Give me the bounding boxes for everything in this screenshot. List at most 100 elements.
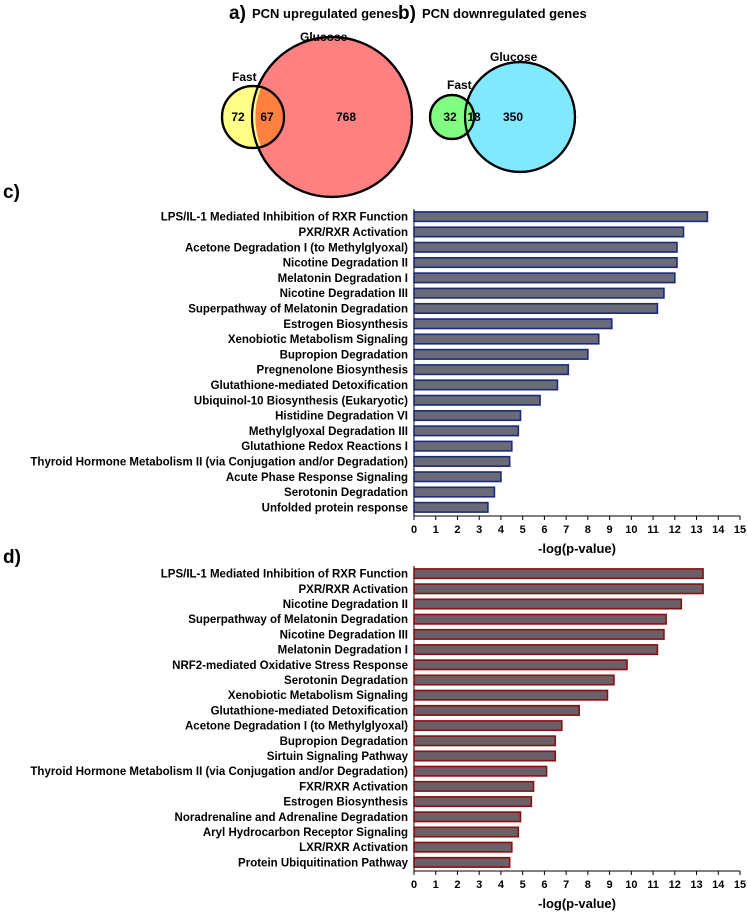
category-label: Xenobiotic Metabolism Signaling — [228, 690, 408, 702]
category-label: NRF2-mediated Oxidative Stress Response — [172, 660, 408, 672]
category-label: Melatonin Degradation I — [278, 645, 408, 657]
x-tick-label: 0 — [411, 524, 417, 536]
panel-b-title: PCN downregulated genes — [422, 6, 587, 21]
bar — [413, 644, 659, 656]
bar — [413, 826, 520, 838]
bar — [413, 379, 559, 391]
venn-b-only-fast: 32 — [443, 110, 457, 124]
venn-b-fast-outline — [428, 93, 476, 141]
category-label: FXR/RXR Activation — [299, 781, 408, 793]
bar — [413, 486, 496, 498]
panel-a-label: a) — [229, 3, 246, 24]
category-label: Aryl Hydrocarbon Receptor Signaling — [203, 827, 408, 839]
x-axis-title: -log(p-value) — [538, 896, 616, 911]
x-tick-label: 3 — [476, 524, 482, 536]
panel-b: b) PCN downregulated genes Fast Glucose … — [398, 3, 587, 174]
bar — [413, 765, 548, 777]
category-label: Serotonin Degradation — [284, 675, 408, 687]
panel-b-label: b) — [398, 3, 416, 24]
bar — [413, 659, 628, 671]
bar — [413, 628, 665, 640]
bar — [413, 287, 665, 299]
x-tick-label: 15 — [734, 524, 746, 536]
x-tick-label: 12 — [669, 524, 681, 536]
category-label: Bupropion Degradation — [280, 349, 408, 361]
venn-b-only-glucose: 350 — [503, 110, 523, 124]
bar — [413, 302, 659, 314]
category-label: Superpathway of Melatonin Degradation — [188, 303, 408, 315]
panel-c-label: c) — [3, 182, 20, 203]
panel-d-label: d) — [3, 547, 21, 568]
panel-a: a) PCN upregulated genes Fast Glucose 72… — [220, 3, 414, 199]
bar — [413, 501, 489, 513]
category-label: PXR/RXR Activation — [299, 227, 408, 239]
x-tick-label: 2 — [454, 524, 460, 536]
bar — [413, 780, 535, 792]
x-tick-label: 1 — [433, 524, 439, 536]
category-label: Nicotine Degradation II — [283, 599, 408, 611]
category-label: Methylglyoxal Degradation III — [249, 426, 408, 438]
category-label: Bupropion Degradation — [280, 736, 408, 748]
x-tick-label: 13 — [690, 879, 702, 891]
bar — [413, 856, 511, 868]
bar — [413, 674, 615, 686]
category-label: Unfolded protein response — [262, 502, 408, 514]
category-label: Acute Phase Response Signaling — [226, 472, 408, 484]
x-tick-label: 4 — [498, 879, 505, 891]
category-label: Acetone Degradation I (to Methylglyoxal) — [185, 721, 408, 733]
x-tick-label: 11 — [647, 524, 659, 536]
x-tick-label: 15 — [734, 879, 746, 891]
category-label: Glutathione-mediated Detoxification — [211, 705, 408, 717]
bar — [413, 583, 704, 595]
category-label: Ubiquinol-10 Biosynthesis (Eukaryotic) — [194, 395, 408, 407]
category-label: Estrogen Biosynthesis — [283, 319, 408, 331]
x-tick-label: 10 — [625, 524, 637, 536]
x-tick-label: 7 — [563, 524, 569, 536]
category-label: Estrogen Biosynthesis — [283, 797, 408, 809]
x-tick-label: 6 — [541, 879, 547, 891]
category-label: Nicotine Degradation II — [283, 258, 408, 270]
bar — [413, 811, 522, 823]
venn-b-glucose-outline — [463, 60, 577, 174]
venn-a-fast-outline — [220, 84, 286, 150]
bar — [413, 333, 600, 345]
chart-c: LPS/IL-1 Mediated Inhibition of RXR Func… — [30, 209, 746, 556]
category-label: Melatonin Degradation I — [278, 273, 408, 285]
bar — [413, 211, 709, 223]
bar — [413, 720, 563, 732]
venn-a-only-fast: 72 — [231, 110, 245, 124]
category-label: Serotonin Degradation — [284, 487, 408, 499]
bar — [413, 364, 570, 376]
x-tick-label: 2 — [454, 879, 460, 891]
category-label: Glutathione Redox Reactions I — [241, 441, 408, 453]
bar — [413, 226, 685, 238]
bar — [413, 348, 589, 360]
bar — [413, 425, 520, 437]
panel-a-title: PCN upregulated genes — [252, 6, 399, 21]
bar — [413, 471, 502, 483]
bar — [413, 750, 557, 762]
bar — [413, 394, 541, 406]
category-label: LPS/IL-1 Mediated Inhibition of RXR Func… — [161, 569, 408, 581]
x-tick-label: 4 — [498, 524, 505, 536]
category-label: PXR/RXR Activation — [299, 584, 408, 596]
bar — [413, 613, 667, 625]
category-label: Nicotine Degradation III — [280, 288, 408, 300]
bar — [413, 598, 683, 610]
bar — [413, 272, 676, 284]
bar — [413, 689, 609, 701]
bar — [413, 735, 557, 747]
venn-a-overlap: 67 — [260, 110, 274, 124]
venn-a-only-glucose: 768 — [336, 110, 356, 124]
chart-d: LPS/IL-1 Mediated Inhibition of RXR Func… — [30, 566, 746, 911]
x-tick-label: 6 — [541, 524, 547, 536]
venn-a-glucose-label: Glucose — [300, 30, 348, 44]
category-label: Protein Ubiquitination Pathway — [238, 857, 409, 869]
x-axis-title: -log(p-value) — [538, 541, 616, 556]
venn-a-fast-label: Fast — [232, 70, 257, 84]
x-tick-label: 3 — [476, 879, 482, 891]
venn-b-overlap: 18 — [467, 110, 481, 124]
category-label: Xenobiotic Metabolism Signaling — [228, 334, 408, 346]
category-label: Thyroid Hormone Metabolism II (via Conju… — [30, 456, 408, 468]
